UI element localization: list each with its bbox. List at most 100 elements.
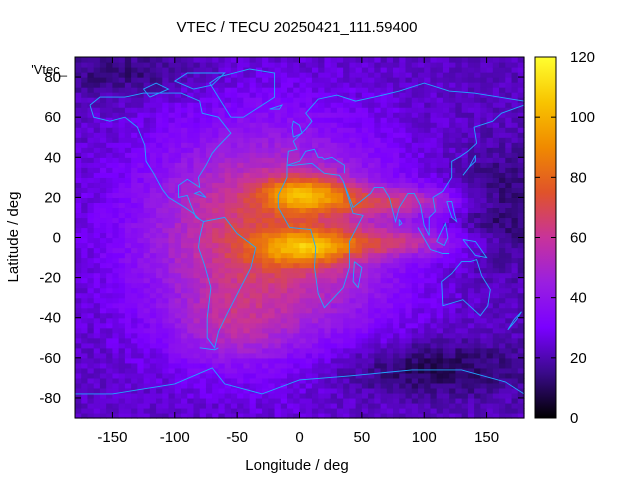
- heatmap-cell: [349, 412, 357, 419]
- heatmap-cell: [174, 132, 182, 138]
- heatmap-cell: [417, 247, 425, 254]
- heatmap-cell: [368, 82, 375, 88]
- heatmap-cell: [218, 222, 226, 229]
- heatmap-cell: [87, 217, 95, 224]
- heatmap-cell: [380, 262, 388, 269]
- heatmap-cell: [436, 192, 444, 198]
- heatmap-cell: [467, 322, 475, 329]
- heatmap-cell: [386, 237, 394, 244]
- heatmap-cell: [274, 87, 282, 93]
- heatmap-cell: [361, 187, 369, 193]
- heatmap-cell: [268, 357, 276, 364]
- heatmap-cell: [336, 262, 344, 269]
- heatmap-cell: [143, 187, 151, 193]
- heatmap-cell: [93, 232, 101, 239]
- heatmap-cell: [330, 317, 338, 324]
- heatmap-cell: [311, 357, 319, 364]
- heatmap-cell: [106, 342, 114, 349]
- heatmap-cell: [411, 182, 419, 188]
- heatmap-cell: [143, 172, 151, 178]
- heatmap-cell: [187, 367, 195, 374]
- heatmap-cell: [137, 147, 145, 153]
- heatmap-cell: [249, 412, 257, 419]
- heatmap-cell: [168, 162, 176, 168]
- heatmap-cell: [461, 172, 469, 178]
- heatmap-cell: [143, 107, 151, 113]
- heatmap-cell: [205, 97, 213, 103]
- heatmap-cell: [492, 237, 500, 244]
- heatmap-cell: [193, 72, 201, 78]
- heatmap-cell: [492, 172, 500, 178]
- heatmap-cell: [224, 352, 232, 359]
- heatmap-cell: [230, 192, 238, 198]
- heatmap-cell: [243, 127, 251, 133]
- heatmap-cell: [237, 287, 244, 294]
- heatmap-cell: [343, 337, 350, 344]
- heatmap-cell: [467, 132, 475, 138]
- heatmap-cell: [143, 287, 151, 294]
- heatmap-cell: [230, 97, 238, 103]
- heatmap-cell: [274, 397, 282, 404]
- heatmap-cell: [212, 202, 220, 209]
- heatmap-cell: [212, 197, 220, 203]
- heatmap-cell: [430, 57, 438, 63]
- heatmap-cell: [299, 277, 307, 284]
- heatmap-cell: [461, 167, 469, 173]
- heatmap-cell: [361, 177, 369, 183]
- heatmap-cell: [99, 317, 107, 324]
- heatmap-cell: [218, 277, 226, 284]
- heatmap-cell: [299, 207, 307, 214]
- heatmap-cell: [243, 242, 251, 249]
- heatmap-cell: [311, 332, 319, 339]
- heatmap-cell: [230, 132, 238, 138]
- heatmap-cell: [386, 257, 394, 264]
- heatmap-cell: [474, 257, 481, 264]
- heatmap-cell: [424, 57, 432, 63]
- heatmap-cell: [87, 342, 95, 349]
- heatmap-cell: [262, 357, 269, 364]
- heatmap-cell: [193, 297, 201, 304]
- heatmap-cell: [93, 132, 101, 138]
- heatmap-cell: [255, 192, 263, 198]
- heatmap-cell: [449, 172, 457, 178]
- heatmap-cell: [168, 102, 176, 108]
- heatmap-cell: [87, 67, 95, 73]
- heatmap-cell: [417, 297, 425, 304]
- heatmap-cell: [199, 382, 207, 389]
- heatmap-cell: [106, 257, 114, 264]
- heatmap-cell: [474, 197, 481, 203]
- heatmap-cell: [212, 237, 220, 244]
- heatmap-cell: [124, 132, 132, 138]
- heatmap-cell: [187, 287, 195, 294]
- heatmap-cell: [399, 152, 407, 158]
- heatmap-cell: [293, 212, 301, 219]
- heatmap-cell: [393, 77, 400, 83]
- heatmap-cell: [299, 237, 307, 244]
- heatmap-cell: [199, 232, 207, 239]
- heatmap-cell: [181, 357, 188, 364]
- heatmap-cell: [386, 247, 394, 254]
- heatmap-cell: [174, 197, 182, 203]
- heatmap-cell: [343, 137, 350, 143]
- heatmap-cell: [199, 227, 207, 234]
- heatmap-cell: [499, 257, 506, 264]
- heatmap-cell: [411, 117, 419, 123]
- heatmap-cell: [118, 57, 126, 63]
- heatmap-cell: [93, 162, 101, 168]
- heatmap-cell: [218, 242, 226, 249]
- heatmap-cell: [205, 102, 213, 108]
- heatmap-cell: [393, 407, 400, 414]
- heatmap-cell: [156, 177, 163, 183]
- heatmap-cell: [455, 397, 463, 404]
- heatmap-cell: [386, 282, 394, 289]
- heatmap-cell: [274, 207, 282, 214]
- heatmap-cell: [193, 367, 201, 374]
- heatmap-cell: [243, 157, 251, 163]
- heatmap-cell: [274, 337, 282, 344]
- heatmap-cell: [330, 232, 338, 239]
- heatmap-cell: [137, 272, 145, 279]
- heatmap-cell: [193, 317, 201, 324]
- heatmap-cell: [124, 377, 132, 384]
- heatmap-cell: [368, 87, 375, 93]
- heatmap-cell: [324, 222, 332, 229]
